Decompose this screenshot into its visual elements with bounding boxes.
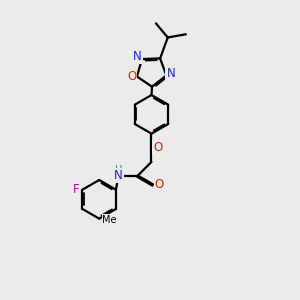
Text: O: O — [153, 140, 163, 154]
Text: F: F — [73, 183, 79, 196]
Text: H: H — [115, 165, 122, 175]
Text: N: N — [133, 50, 142, 63]
Text: Me: Me — [102, 215, 117, 225]
Text: N: N — [167, 67, 175, 80]
Text: O: O — [154, 178, 164, 191]
Text: O: O — [127, 70, 136, 83]
Text: N: N — [114, 169, 123, 182]
